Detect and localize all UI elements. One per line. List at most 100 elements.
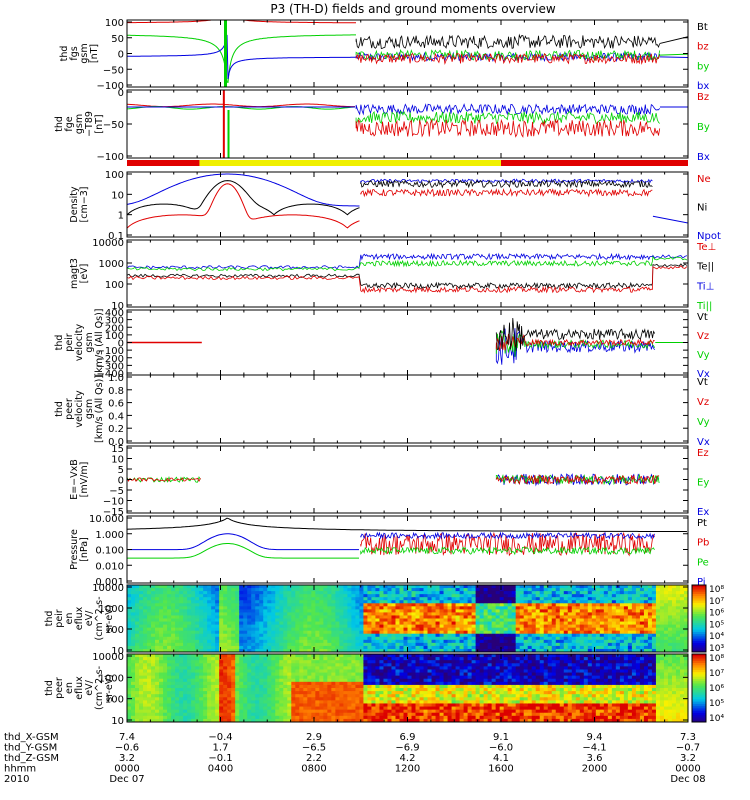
svg-text:[cm−3]: [cm−3] — [79, 187, 90, 223]
x-tick-label: 9.1 — [493, 732, 509, 743]
panel-temperature: 10000 1000 100 10 magt3 [eV] Te⊥ Te|| Ti⊥ Ti|| — [69, 238, 716, 312]
x-row-label: hhmm — [4, 764, 36, 775]
y-axis-label: thd peir en eflux eV/(cm^2-s-sr-eV) — [44, 597, 115, 641]
y-tick-label: 1000 — [99, 604, 124, 615]
svg-text:thd: thd — [54, 401, 65, 417]
y-tick-label: 100 — [105, 170, 124, 181]
x-tick-label: Dec 08 — [670, 774, 705, 785]
x-tick-label: −0.6 — [115, 743, 139, 754]
x-tick-label: −4.1 — [582, 743, 606, 754]
svg-text:magt3: magt3 — [69, 258, 80, 289]
y-tick-label: −100 — [97, 81, 124, 92]
x-tick-label: 3.6 — [587, 753, 603, 764]
panel-fge: 0 −50 −100 thd fge gsm −T89 [nT] Bz By Bx — [54, 88, 710, 163]
y-tick-label: −400 — [97, 369, 124, 380]
y-tick-label: 1000 — [99, 673, 124, 684]
y-tick-label: 5 — [118, 465, 124, 476]
x-tick-label: 7.3 — [680, 732, 696, 743]
legend-entry: Vy — [697, 350, 710, 361]
y-tick-label: 400 — [105, 308, 124, 319]
series-bz — [127, 20, 356, 24]
series-by — [127, 34, 356, 84]
svg-text:gsm: gsm — [84, 399, 95, 419]
x-tick-label: 0000 — [675, 764, 700, 775]
legend-entry: Pt — [697, 518, 707, 529]
y-tick-label: −15 — [103, 507, 124, 518]
legend-entry: Ti|| — [696, 301, 712, 312]
legend-entry: Npot — [697, 231, 721, 242]
svg-text:Pressure: Pressure — [69, 529, 80, 570]
svg-text:(cm^2-s-: (cm^2-s- — [94, 597, 105, 641]
y-axis-label: thd fgs gsm [nT] — [59, 43, 100, 63]
x-tick-label: 9.4 — [587, 732, 603, 743]
legend-entry: Ey — [697, 478, 709, 489]
svg-text:gsm: gsm — [79, 43, 90, 63]
y-tick-label: 0.4 — [108, 411, 124, 422]
legend-entry: bz — [697, 42, 709, 53]
panel-peer-en-eflux: 10000 1000 100 10 thd peer en eflux eV/(cm^2-s-s… — [44, 652, 724, 727]
y-tick-label: 0 — [118, 50, 124, 61]
x-tick-label: 3.2 — [680, 753, 696, 764]
y-tick-label: 200 — [105, 323, 124, 334]
svg-text:[nT]: [nT] — [89, 44, 100, 63]
svg-text:E=−VxB: E=−VxB — [69, 459, 80, 500]
y-tick-label: 100 — [105, 331, 124, 342]
svg-text:[km/s (All Qs)]: [km/s (All Qs)] — [94, 309, 105, 377]
panel-peir-en-eflux: 10000 1000 100 10 thd peir en eflux eV/(cm^2-s-s… — [44, 583, 724, 657]
y-tick-label: 10.000 — [89, 514, 124, 525]
y-tick-label: 1 — [118, 211, 124, 222]
y-tick-label: 0.010 — [95, 561, 124, 572]
y-tick-label: 100 — [105, 625, 124, 636]
legend-entry: Pe — [697, 557, 709, 568]
plot-area-pressure — [127, 517, 688, 559]
svg-text:[nPa]: [nPa] — [79, 537, 90, 562]
x-row-label: thd_Z-GSM — [4, 753, 59, 764]
x-tick-label: 1.7 — [213, 743, 229, 754]
x-tick-label: 1600 — [488, 764, 513, 775]
y-tick-label: −50 — [103, 120, 124, 131]
svg-text:[mV/m]: [mV/m] — [79, 462, 90, 498]
legend-entry: Vz — [697, 397, 709, 408]
colorbar-label: 10⁸ — [709, 585, 724, 595]
x-axis-labels: thd_X-GSMthd_Y-GSMthd_Z-GSMhhmm20107.4−0… — [4, 732, 706, 785]
x-tick-label: 7.4 — [119, 732, 135, 743]
plot-area-fge — [127, 90, 688, 158]
y-tick-label: 100 — [105, 695, 124, 706]
x-tick-label: 6.9 — [400, 732, 416, 743]
panel-fgs: 100 50 0 −50 −100 thd fgs gsm [nT] Bt bz by bx — [59, 18, 709, 92]
y-tick-label: −100 — [97, 152, 124, 163]
x-tick-label: 4.1 — [493, 753, 509, 764]
plot-area-fgs — [127, 20, 688, 87]
y-tick-label: 1.000 — [95, 530, 124, 541]
colorbar-label: 10⁶ — [709, 684, 724, 694]
legend-entry: Bz — [697, 92, 709, 103]
chart-title: P3 (TH-D) fields and ground moments over… — [270, 2, 555, 16]
svg-text:en: en — [64, 613, 75, 625]
legend-entry: Vx — [697, 369, 710, 380]
y-tick-label: 0.1 — [108, 231, 124, 242]
y-tick-label: 10 — [111, 190, 124, 201]
y-tick-label: 0 — [118, 88, 124, 99]
legend-entry: Vt — [697, 377, 708, 388]
x-tick-label: −0.4 — [208, 732, 232, 743]
colorbar-label: 10⁸ — [709, 654, 724, 664]
legend-entry: Bt — [697, 22, 708, 33]
plot-area-density — [127, 173, 688, 229]
svg-text:fge: fge — [64, 116, 75, 131]
y-tick-label: 300 — [105, 316, 124, 327]
y-tick-label: 0 — [118, 339, 124, 350]
x-tick-label: −6.0 — [489, 743, 513, 754]
y-axis-label: Density [cm−3] — [69, 186, 90, 222]
y-tick-label: −100 — [97, 346, 124, 357]
x-row-label: 2010 — [4, 774, 29, 785]
colorbar-label: 10³ — [709, 644, 724, 654]
y-tick-label: −5 — [109, 486, 124, 497]
y-tick-label: 1000 — [99, 259, 124, 270]
y-tick-label: 50 — [111, 34, 124, 45]
y-tick-label: 100 — [105, 280, 124, 291]
x-tick-label: −0.7 — [676, 743, 700, 754]
x-tick-label: 2.2 — [306, 753, 322, 764]
legend-entry: Te|| — [696, 262, 714, 273]
x-tick-label: −0.1 — [208, 753, 232, 764]
